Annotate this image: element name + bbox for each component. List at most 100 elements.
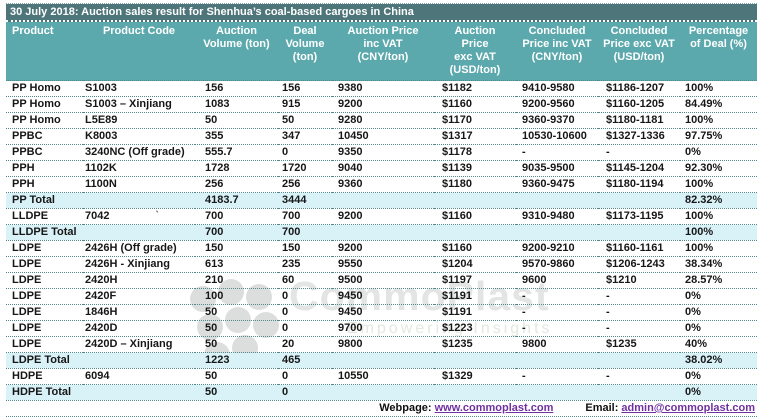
- table-row: LLDPE 7042 ` 700 700 9200 $1160 9310-9480 $1173-…: [6, 208, 757, 225]
- cell: [83, 384, 195, 400]
- cell: 150: [278, 240, 332, 257]
- cell: 915: [278, 96, 332, 113]
- cell: 0: [278, 288, 332, 305]
- cell: 0%: [680, 144, 757, 161]
- contact-footer: Webpage: www.commoplast.com Email: admin@co…: [6, 400, 757, 417]
- cell: -: [598, 320, 680, 337]
- cell: -: [598, 288, 680, 305]
- cell: 100: [195, 288, 278, 305]
- total-row: HDPE Total 50 0 0%: [6, 384, 757, 400]
- cell: $1191: [434, 288, 516, 305]
- table-row: LDPE 1846H 50 0 9450 $1191- -0%: [6, 304, 757, 321]
- cell: 700: [195, 224, 278, 241]
- table-row: LDPE 2420D – Xinjiang 50 20 9800 $1235 9800 $12…: [6, 336, 757, 353]
- cell: 700: [278, 208, 332, 225]
- cell: S1003: [83, 80, 195, 97]
- cell: 465: [278, 352, 332, 369]
- cell: PPBC: [6, 128, 83, 145]
- cell: 50: [278, 112, 332, 129]
- cell: 9360-9370: [516, 112, 598, 129]
- col-header-7: Concluded Price inc VAT (CNY/ton): [516, 22, 598, 81]
- cell: LDPE: [6, 272, 83, 289]
- cell: 9550: [332, 256, 434, 273]
- cell: 9800: [332, 336, 434, 353]
- cell: LDPE: [6, 240, 83, 257]
- cell: [516, 224, 598, 241]
- cell: 347: [278, 128, 332, 145]
- cell: 1223: [195, 352, 278, 369]
- cell: 2426H (Off grade): [83, 240, 195, 257]
- cell: [83, 224, 195, 241]
- email-link[interactable]: admin@commoplast.com: [621, 402, 755, 414]
- cell: -: [598, 304, 680, 321]
- table-row: LDPE 2426H (Off grade) 150 150 9200 $1160 9200…: [6, 240, 757, 257]
- cell: [598, 384, 680, 400]
- cell: 40%: [680, 336, 757, 353]
- cell: 2420D: [83, 320, 195, 337]
- col-header-4: Deal Volume (ton): [278, 22, 332, 81]
- cell: $1186-1207: [598, 80, 680, 97]
- cell: 235: [278, 256, 332, 273]
- cell: $1180: [434, 176, 516, 193]
- cell: $1160-1205: [598, 96, 680, 113]
- cell: PPH: [6, 176, 83, 193]
- cell: $1180-1194: [598, 176, 680, 193]
- cell: [332, 224, 434, 241]
- cell: $1235: [598, 336, 680, 353]
- cell: $1235: [434, 336, 516, 353]
- cell: 0%: [680, 304, 757, 321]
- col-header-1: Product: [6, 22, 83, 81]
- cell: [332, 384, 434, 400]
- col-header-9: Percentage of Deal (%): [680, 22, 757, 81]
- cell: 9200-9560: [516, 96, 598, 113]
- cell: LDPE: [6, 320, 83, 337]
- cell: 9600: [516, 272, 598, 289]
- cell: HDPE: [6, 368, 83, 385]
- table-row: PP Homo S1003 – Xinjiang 1083 915 9200 $1160 9…: [6, 96, 757, 113]
- cell: 0: [278, 368, 332, 385]
- email-label: Email:: [585, 402, 619, 414]
- cell: 38.02%: [680, 352, 757, 369]
- cell: 256: [195, 176, 278, 193]
- cell: $1329: [434, 368, 516, 385]
- cell: $1180-1181: [598, 112, 680, 129]
- cell: [434, 352, 516, 369]
- cell: 20: [278, 336, 332, 353]
- cell: 100%: [680, 208, 757, 225]
- cell: $1160: [434, 208, 516, 225]
- cell: $1160-1161: [598, 240, 680, 257]
- total-row: PP Total 4183.7 3444 82.32%: [6, 192, 757, 209]
- cell: 256: [278, 176, 332, 193]
- cell: LDPE: [6, 304, 83, 321]
- cell: PP Homo: [6, 96, 83, 113]
- cell: LLDPE Total: [6, 224, 83, 241]
- cell: LDPE: [6, 336, 83, 353]
- cell: [516, 192, 598, 209]
- cell: 1846H: [83, 304, 195, 321]
- cell: 0%: [680, 384, 757, 400]
- cell: 9040: [332, 160, 434, 177]
- cell: 10450: [332, 128, 434, 145]
- cell: 9360-9475: [516, 176, 598, 193]
- cell: 156: [195, 80, 278, 97]
- cell: 100%: [680, 224, 757, 241]
- cell: $1160: [434, 240, 516, 257]
- cell: 3444: [278, 192, 332, 209]
- cell: L5E89: [83, 112, 195, 129]
- cell: 1728: [195, 160, 278, 177]
- cell: [83, 192, 195, 209]
- cell: 2420H: [83, 272, 195, 289]
- cell: -: [598, 368, 680, 385]
- cell: 0: [278, 304, 332, 321]
- webpage-link[interactable]: www.commoplast.com: [434, 402, 554, 414]
- cell: $1317: [434, 128, 516, 145]
- cell: 9310-9480: [516, 208, 598, 225]
- cell: $1170: [434, 112, 516, 129]
- table-row: LDPE 2426H - Xinjiang 613 235 9550 $1204 9570-…: [6, 256, 757, 273]
- cell: $1204: [434, 256, 516, 273]
- cell: 100%: [680, 80, 757, 97]
- col-header-8: Concluded Price exc VAT (USD/ton): [598, 22, 680, 81]
- table-row: HDPE 6094 50 0 10550 $1329- -0%: [6, 368, 757, 385]
- cell: LDPE: [6, 288, 83, 305]
